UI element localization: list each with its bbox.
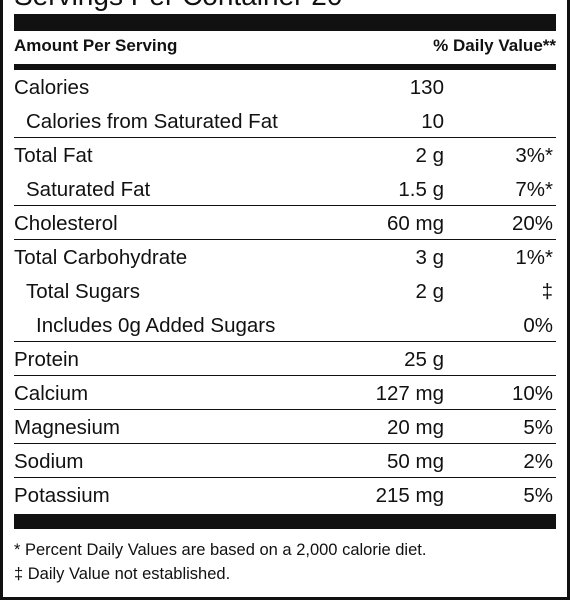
nutrient-amount: 10 bbox=[421, 110, 444, 133]
row-divider bbox=[14, 477, 556, 478]
nutrient-name: Calories from Saturated Fat bbox=[26, 110, 278, 133]
nutrient-daily-value: 7%* bbox=[515, 178, 553, 201]
nutrient-amount: 130 bbox=[409, 76, 444, 99]
nutrient-name: Cholesterol bbox=[14, 212, 118, 235]
nutrient-name: Saturated Fat bbox=[26, 178, 151, 201]
nutrient-name: Magnesium bbox=[14, 416, 120, 439]
servings-per-container: Servings Per Container 20 bbox=[14, 0, 342, 12]
row-divider bbox=[14, 239, 556, 240]
nutrient-row-protein: Protein 25 g bbox=[14, 342, 556, 376]
row-divider bbox=[14, 205, 556, 206]
nutrient-name: Total Sugars bbox=[26, 280, 140, 303]
nutrient-amount: 2 g bbox=[415, 144, 445, 167]
nutrient-daily-value: 1%* bbox=[515, 246, 553, 269]
nutrient-row-total-sugars: Total Sugars 2 g ‡ bbox=[14, 274, 556, 308]
footnotes: * Percent Daily Values are based on a 2,… bbox=[14, 538, 556, 586]
nutrient-daily-value: ‡ bbox=[541, 280, 553, 303]
label-border-right bbox=[567, 0, 570, 600]
label-border-bottom bbox=[0, 597, 570, 600]
row-divider bbox=[14, 137, 556, 138]
row-divider bbox=[14, 375, 556, 376]
nutrient-daily-value: 2% bbox=[523, 450, 553, 473]
nutrient-name: Total Fat bbox=[14, 144, 93, 167]
nutrient-daily-value: 3%* bbox=[515, 144, 553, 167]
nutrient-name: Potassium bbox=[14, 484, 110, 507]
nutrient-name: Includes 0g Added Sugars bbox=[36, 314, 276, 337]
nutrient-amount: 2 g bbox=[415, 280, 445, 303]
amount-per-serving-heading: Amount Per Serving bbox=[14, 36, 178, 55]
header-divider bbox=[14, 64, 556, 70]
nutrient-row-cholesterol: Cholesterol 60 mg 20% bbox=[14, 206, 556, 240]
nutrient-name: Calories bbox=[14, 76, 90, 99]
thick-divider-top bbox=[14, 14, 556, 31]
nutrient-daily-value: 10% bbox=[511, 382, 553, 405]
row-divider bbox=[14, 443, 556, 444]
nutrient-row-saturated-fat: Saturated Fat 1.5 g 7%* bbox=[14, 172, 556, 206]
nutrient-amount: 20 mg bbox=[387, 416, 444, 439]
row-divider bbox=[14, 409, 556, 410]
nutrient-row-added-sugars: Includes 0g Added Sugars 0% bbox=[14, 308, 556, 342]
nutrient-amount: 60 mg bbox=[387, 212, 444, 235]
daily-value-heading: % Daily Value** bbox=[433, 36, 556, 55]
nutrient-row-magnesium: Magnesium 20 mg 5% bbox=[14, 410, 556, 444]
nutrient-name: Protein bbox=[14, 348, 79, 371]
nutrient-daily-value: 0% bbox=[523, 314, 553, 337]
nutrient-row-potassium: Potassium 215 mg 5% bbox=[14, 478, 556, 512]
nutrient-name: Calcium bbox=[14, 382, 89, 405]
footnote-not-established: ‡ Daily Value not established. bbox=[14, 565, 231, 583]
nutrient-amount: 127 mg bbox=[375, 382, 444, 405]
label-border-left bbox=[0, 0, 3, 600]
nutrient-name: Sodium bbox=[14, 450, 84, 473]
nutrient-row-sodium: Sodium 50 mg 2% bbox=[14, 444, 556, 478]
nutrient-daily-value: 5% bbox=[523, 484, 553, 507]
nutrient-row-calories-from-sat-fat: Calories from Saturated Fat 10 bbox=[14, 104, 556, 138]
nutrient-amount: 25 g bbox=[404, 348, 444, 371]
nutrient-daily-value: 5% bbox=[523, 416, 553, 439]
nutrient-daily-value: 20% bbox=[511, 212, 553, 235]
nutrient-row-calories: Calories 130 bbox=[14, 70, 556, 104]
thick-divider-bottom bbox=[14, 514, 556, 529]
nutrient-row-total-fat: Total Fat 2 g 3%* bbox=[14, 138, 556, 172]
nutrient-name: Total Carbohydrate bbox=[14, 246, 188, 269]
nutrient-amount: 50 mg bbox=[387, 450, 444, 473]
nutrient-amount: 215 mg bbox=[375, 484, 444, 507]
nutrient-row-calcium: Calcium 127 mg 10% bbox=[14, 376, 556, 410]
nutrient-amount: 3 g bbox=[415, 246, 445, 269]
table-header: Amount Per Serving % Daily Value** bbox=[14, 34, 556, 60]
row-divider bbox=[14, 341, 556, 342]
nutrient-row-total-carbohydrate: Total Carbohydrate 3 g 1%* bbox=[14, 240, 556, 274]
footnote-daily-values: * Percent Daily Values are based on a 2,… bbox=[14, 541, 427, 559]
nutrient-amount: 1.5 g bbox=[398, 178, 444, 201]
